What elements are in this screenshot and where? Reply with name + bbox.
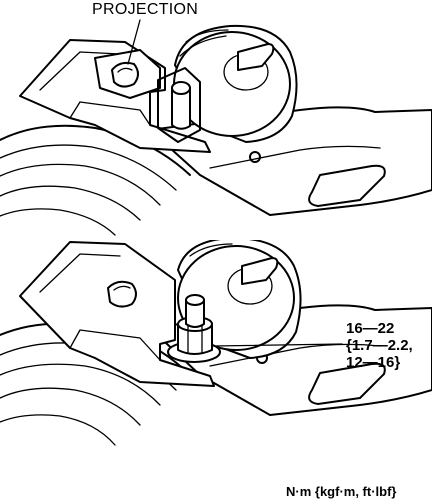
stay-arm [149, 106, 432, 216]
torque-ftlbf: 12—16} [346, 354, 401, 371]
torque-units-legend: N·m {kgf·m, ft·lbf} [286, 484, 397, 499]
torque-nm: 16—22 [346, 320, 395, 337]
flange-nut [167, 294, 221, 363]
torque-spec: 16—22 {1.7—2.2, 12—16} [346, 320, 413, 371]
bracket-lower [19, 241, 215, 387]
projection-leader [127, 19, 141, 65]
torque-leader [213, 343, 343, 347]
projection-label: PROJECTION [92, 1, 199, 18]
bracket [19, 39, 211, 153]
installed-view [0, 240, 432, 446]
stud-pin [157, 67, 201, 143]
torque-kgfm: {1.7—2.2, [346, 337, 413, 354]
projection-view [0, 19, 432, 236]
bushing [173, 24, 298, 143]
wheel-arcs [0, 124, 191, 236]
